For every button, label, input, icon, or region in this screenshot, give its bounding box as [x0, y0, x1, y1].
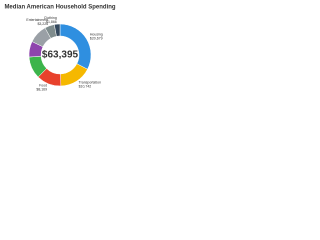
chart: Median American Household Spending Housi…	[4, 5, 115, 92]
slice-label: Clothing	[44, 16, 57, 20]
center-label: $63,395	[42, 50, 79, 61]
page: Median American Household Spending Housi…	[0, 0, 320, 99]
slice-value-label: $20,679	[90, 37, 103, 41]
slice	[54, 23, 61, 37]
slice-label: Food	[39, 83, 47, 87]
slice-value-label: $1,866	[46, 20, 57, 24]
chart-title: Median American Household Spending	[4, 5, 115, 11]
slice-value-label: $10,742	[79, 85, 92, 89]
slice-label: Entertainment	[26, 18, 48, 22]
slice	[59, 23, 92, 70]
slice-label: Transportation	[79, 81, 101, 85]
slice-value-label: $3,226	[37, 22, 48, 26]
slice-label: Housing	[90, 33, 103, 37]
slice-value-label: $8,169	[36, 87, 47, 91]
